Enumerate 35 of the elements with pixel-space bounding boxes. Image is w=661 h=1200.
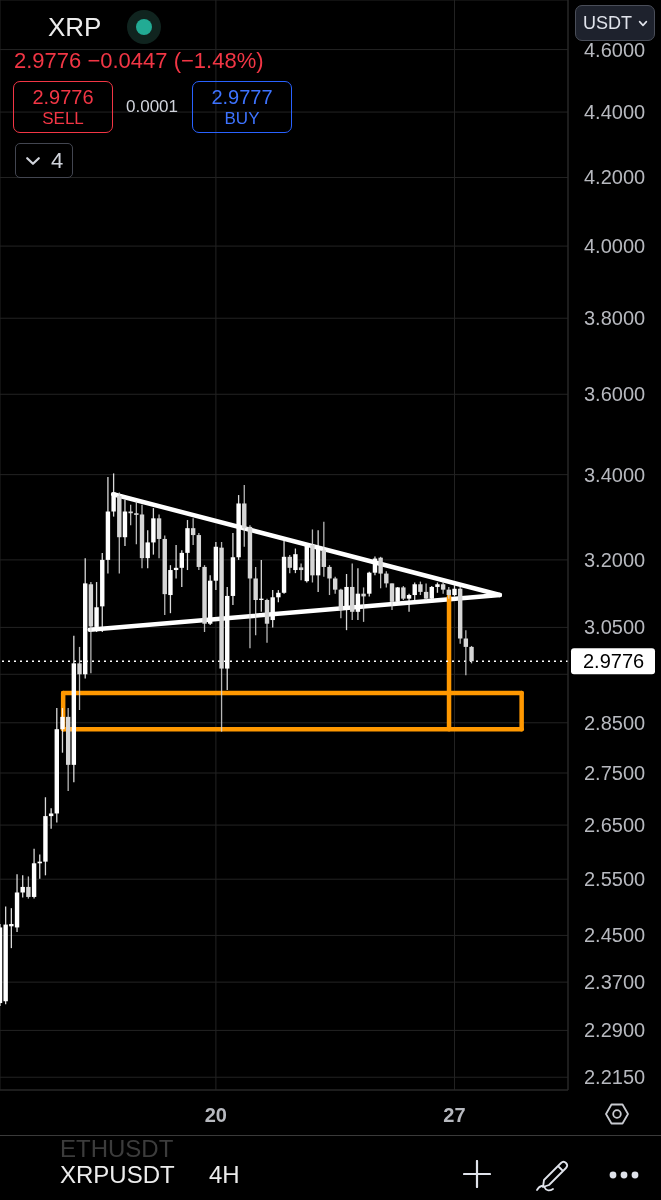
- y-tick-label: 4.4000: [584, 101, 646, 124]
- currency-button: USDT: [575, 5, 655, 41]
- y-tick-label: 2.5500: [584, 868, 646, 891]
- annotation: 2.9777: [211, 85, 273, 109]
- y-tick-label: 3.6000: [584, 383, 646, 406]
- dropdown-button: 4: [15, 143, 73, 178]
- y-tick-label: 2.3700: [584, 971, 646, 994]
- y-tick-label: 2.7500: [584, 762, 646, 785]
- y-tick-label: 3.2000: [584, 548, 646, 571]
- annotation: 2.9776: [32, 85, 94, 109]
- y-tick-label: 3.8000: [584, 307, 646, 330]
- y-tick-label: 2.8500: [584, 711, 646, 734]
- y-tick-label: 2.2900: [584, 1019, 646, 1042]
- y-tick-label: 2.4500: [584, 924, 646, 947]
- sell-button: 2.9776 SELL: [13, 81, 113, 133]
- annotation: 2.9776 −0.0447 (−1.48%): [14, 48, 264, 73]
- y-tick-label: 3.0500: [584, 616, 646, 639]
- x-tick-label: 20: [204, 1104, 227, 1126]
- buy-button: 2.9777 BUY: [192, 81, 292, 133]
- y-tick-label: 4.0000: [584, 235, 646, 258]
- annotation: 4: [51, 147, 64, 173]
- text: 4H: [209, 1161, 240, 1188]
- y-tick-label: 4.2000: [584, 166, 646, 189]
- y-tick-label: 2.6500: [584, 814, 646, 837]
- text: XRPUSDT: [60, 1161, 175, 1188]
- annotation: 0.0001: [126, 97, 178, 116]
- text: ETHUSDT: [60, 1135, 174, 1162]
- annotation: BUY: [224, 108, 260, 129]
- y-tick-label: 2.2150: [584, 1066, 646, 1089]
- y-tick-label: 4.6000: [584, 38, 646, 61]
- y-tick-label: 3.4000: [584, 463, 646, 486]
- x-tick-label: 27: [443, 1104, 466, 1126]
- text: XRP: [48, 11, 102, 44]
- ref-line-label: 2.9776: [583, 650, 645, 673]
- annotation: SELL: [42, 108, 84, 129]
